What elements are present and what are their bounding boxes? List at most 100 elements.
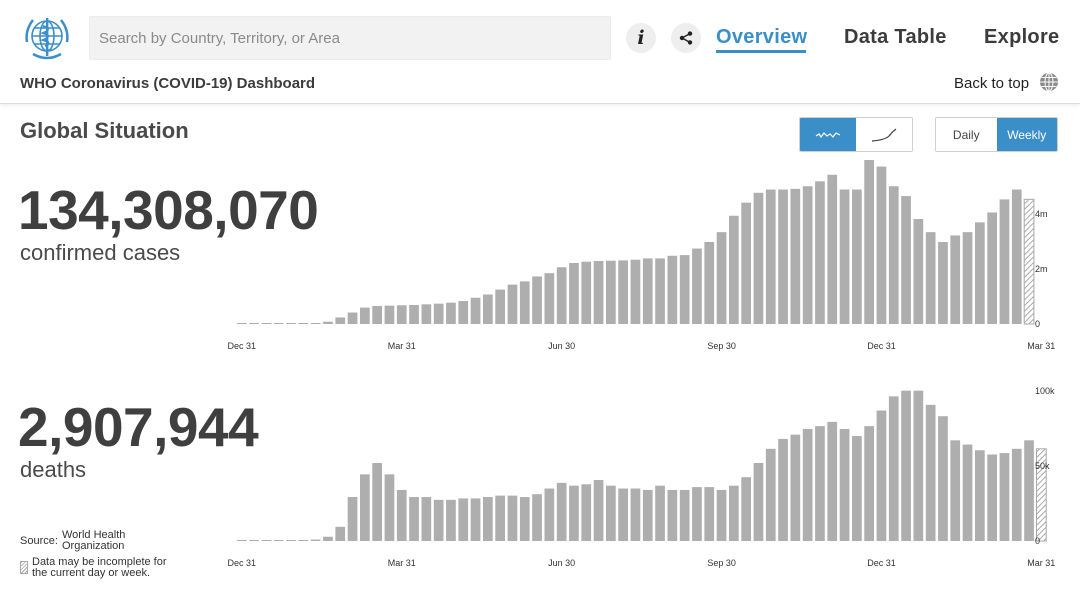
cases-bar[interactable] — [483, 294, 493, 324]
deaths-bar[interactable] — [433, 499, 444, 541]
deaths-bar[interactable] — [839, 428, 850, 541]
cases-bar[interactable] — [642, 258, 653, 324]
cases-bar[interactable] — [987, 212, 997, 324]
cases-bar[interactable] — [544, 273, 555, 324]
deaths-bar[interactable] — [716, 489, 727, 541]
daily-button[interactable]: Daily — [936, 118, 997, 151]
back-to-top-link[interactable]: Back to top — [954, 75, 1030, 92]
who-logo-icon[interactable] — [19, 12, 75, 62]
cases-bar[interactable] — [532, 276, 542, 324]
cases-bar[interactable] — [716, 232, 727, 324]
cases-bar[interactable] — [876, 166, 887, 324]
cases-bar[interactable] — [237, 323, 247, 324]
deaths-bar[interactable] — [483, 497, 493, 541]
deaths-bar[interactable] — [630, 488, 641, 541]
cases-bar[interactable] — [470, 297, 481, 324]
deaths-bar[interactable] — [753, 463, 764, 541]
deaths-bar[interactable] — [360, 474, 370, 541]
cases-bar[interactable] — [433, 303, 444, 324]
deaths-bar[interactable] — [692, 487, 702, 541]
cases-bar[interactable] — [569, 262, 579, 324]
deaths-bar[interactable] — [372, 463, 382, 541]
info-button[interactable]: i — [626, 23, 656, 53]
cases-bar[interactable] — [556, 267, 567, 324]
cases-bar[interactable] — [519, 281, 530, 324]
deaths-bar[interactable] — [790, 434, 801, 541]
cases-bar[interactable] — [975, 222, 985, 324]
cases-bar[interactable] — [667, 255, 678, 324]
deaths-bar[interactable] — [310, 539, 321, 541]
cases-bar[interactable] — [347, 312, 358, 324]
cases-bar[interactable] — [323, 321, 333, 324]
deaths-bar[interactable] — [950, 440, 961, 541]
cases-bar[interactable] — [802, 186, 813, 324]
deaths-bar[interactable] — [815, 426, 825, 541]
cases-bar[interactable] — [286, 323, 296, 324]
cases-bar[interactable] — [913, 219, 924, 324]
deaths-bar[interactable] — [421, 497, 432, 541]
cases-bar[interactable] — [790, 188, 801, 324]
cases-bar[interactable] — [962, 232, 973, 324]
cases-bar[interactable] — [778, 189, 788, 324]
deaths-bar[interactable] — [729, 485, 739, 541]
deaths-bar[interactable] — [569, 485, 579, 541]
deaths-bar[interactable] — [286, 540, 296, 541]
cases-bar[interactable] — [864, 160, 874, 324]
cases-bar[interactable] — [999, 199, 1010, 324]
deaths-bar[interactable] — [470, 498, 481, 541]
deaths-bar[interactable] — [938, 416, 948, 541]
deaths-bar[interactable] — [741, 477, 751, 541]
deaths-bar[interactable] — [458, 498, 469, 541]
cases-bar[interactable] — [273, 323, 284, 324]
cases-bar[interactable] — [298, 323, 309, 324]
deaths-bar[interactable] — [249, 540, 259, 541]
deaths-bar[interactable] — [679, 489, 690, 541]
cases-bar[interactable] — [753, 192, 764, 324]
cases-bar[interactable] — [360, 307, 370, 324]
cases-bar[interactable] — [925, 232, 936, 324]
cumulative-curve-button[interactable] — [856, 118, 912, 151]
deaths-bar[interactable] — [384, 474, 395, 541]
deaths-bar[interactable] — [618, 488, 628, 541]
cases-bar[interactable] — [310, 323, 321, 324]
deaths-bar[interactable] — [446, 499, 456, 541]
deaths-bar[interactable] — [765, 448, 776, 541]
cases-bar[interactable] — [655, 258, 665, 324]
cases-bar[interactable] — [593, 261, 604, 324]
cases-bar[interactable] — [458, 301, 469, 324]
cases-bar[interactable] — [839, 189, 850, 324]
deaths-bar[interactable] — [409, 497, 419, 541]
cases-bar[interactable] — [827, 174, 838, 324]
cases-bar[interactable] — [852, 189, 862, 324]
nav-explore[interactable]: Explore — [984, 26, 1060, 48]
deaths-bar[interactable] — [532, 494, 542, 541]
deaths-bar[interactable] — [778, 438, 788, 541]
deaths-bar[interactable] — [273, 540, 284, 541]
deaths-bar[interactable] — [495, 495, 505, 541]
cases-bar[interactable] — [765, 189, 776, 324]
deaths-bar[interactable] — [827, 421, 838, 541]
deaths-bar[interactable] — [606, 485, 616, 541]
cases-bar[interactable] — [384, 305, 395, 324]
deaths-bar[interactable] — [642, 489, 653, 541]
deaths-bar[interactable] — [556, 482, 567, 541]
deaths-bar[interactable] — [396, 489, 407, 541]
cases-bar[interactable] — [581, 261, 592, 324]
deaths-bar[interactable] — [347, 497, 358, 541]
deaths-bar[interactable] — [323, 536, 333, 541]
cases-bar-incomplete[interactable] — [1023, 198, 1035, 325]
deaths-bar[interactable] — [1011, 448, 1022, 541]
share-button[interactable] — [671, 23, 701, 53]
cases-bar[interactable] — [729, 215, 739, 324]
deaths-bar[interactable] — [544, 488, 555, 541]
cases-bar[interactable] — [692, 248, 702, 324]
cases-bar[interactable] — [495, 289, 505, 324]
deaths-bar[interactable] — [581, 484, 592, 541]
deaths-bar[interactable] — [261, 540, 272, 541]
deaths-bar[interactable] — [987, 454, 997, 541]
bar-wave-button[interactable] — [800, 118, 856, 151]
deaths-bar[interactable] — [852, 436, 862, 541]
cases-bar[interactable] — [938, 242, 948, 324]
weekly-button[interactable]: Weekly — [996, 118, 1057, 151]
deaths-bar[interactable] — [901, 390, 911, 541]
